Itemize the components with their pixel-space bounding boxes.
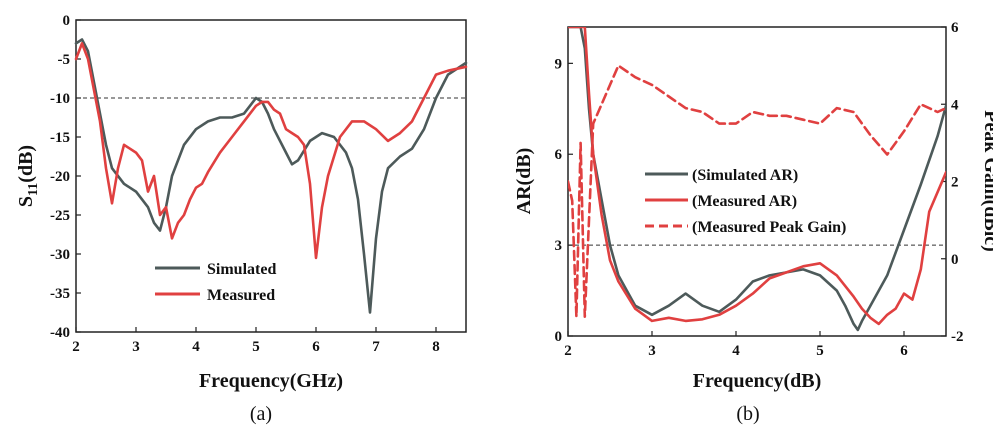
y-tick-label: -10 (50, 91, 70, 107)
y-ticks-b: 0 3 6 9 (555, 56, 573, 345)
series-line-measured (74, 42, 468, 260)
legend-b: (Simulated AR) (Measured AR) (Measured P… (645, 167, 846, 236)
y-axis-label-b: AR(dB) (513, 148, 535, 215)
y-tick-label: 0 (63, 13, 71, 29)
legend-label-measured: Measured (207, 287, 275, 304)
x-tick-label: 8 (432, 339, 440, 355)
y-ticks-a: 0 -5 -10 -15 -20 -25 -30 -35 -40 (50, 13, 81, 341)
y-right-tick-label: 2 (951, 175, 959, 191)
y-right-tick-label: 4 (951, 97, 959, 113)
x-tick-label: 3 (648, 343, 656, 359)
x-ticks-b: 2 3 4 5 6 (564, 331, 908, 359)
plot-area-a (75, 19, 467, 333)
y-tick-label: -30 (50, 247, 70, 263)
y-right-tick-label: 0 (951, 252, 959, 268)
x-tick-label: 4 (192, 339, 200, 355)
y-tick-label: -15 (50, 130, 70, 146)
x-tick-label: 4 (732, 343, 740, 359)
y-tick-label: -40 (50, 325, 70, 341)
y-tick-label: -5 (58, 52, 71, 68)
x-tick-label: 6 (900, 343, 908, 359)
y-right-axis-label-b: Peak Gain(dBic) (980, 110, 993, 252)
y-tick-label: -20 (50, 169, 70, 185)
x-tick-label: 5 (816, 343, 824, 359)
legend-label-simulated: Simulated (207, 261, 276, 278)
x-tick-label: 6 (312, 339, 320, 355)
series-lines-a (74, 38, 468, 314)
legend-a: Simulated Measured (155, 261, 276, 304)
caption-b: (b) (736, 403, 759, 425)
x-tick-label: 2 (72, 339, 80, 355)
y-axis-label-a: S11(dB) (15, 145, 41, 207)
x-ticks-a: 2 3 4 5 6 7 8 (72, 327, 440, 355)
y-axis-label-a-main: S (15, 196, 37, 207)
y-tick-label: -25 (50, 208, 70, 224)
y-tick-label: 0 (555, 329, 563, 345)
y-right-tick-label: -2 (951, 329, 964, 345)
x-tick-label: 7 (372, 339, 380, 355)
panel-a: 2 3 4 5 6 7 8 0 -5 -10 -15 -20 -25 -30 -35 -40 Simulat… (15, 13, 468, 425)
series-line-measured-ar (568, 27, 946, 326)
series-lines-b (568, 27, 946, 332)
x-axis-label-a: Frequency(GHz) (199, 370, 343, 392)
y-tick-label: 3 (555, 238, 563, 254)
x-tick-label: 2 (564, 343, 572, 359)
y-tick-label: 6 (555, 147, 563, 163)
x-tick-label: 3 (132, 339, 140, 355)
y-tick-label: -35 (50, 286, 70, 302)
x-tick-label: 5 (252, 339, 260, 355)
legend-label-measured-ar: (Measured AR) (692, 193, 797, 210)
y-tick-label: 9 (555, 56, 563, 72)
legend-label-simulated-ar: (Simulated AR) (692, 167, 798, 184)
y-axis-label-a-sub: 11 (26, 183, 41, 196)
y-axis-label-a-unit: (dB) (15, 145, 37, 183)
caption-a: (a) (250, 403, 272, 425)
x-axis-label-b: Frequency(dB) (693, 370, 822, 392)
series-line-measured-peak-gain (568, 64, 946, 319)
y-right-ticks-b: -2 0 2 4 6 (941, 20, 964, 345)
y-right-tick-label: 6 (951, 20, 959, 36)
legend-label-measured-peak-gain: (Measured Peak Gain) (692, 219, 846, 236)
